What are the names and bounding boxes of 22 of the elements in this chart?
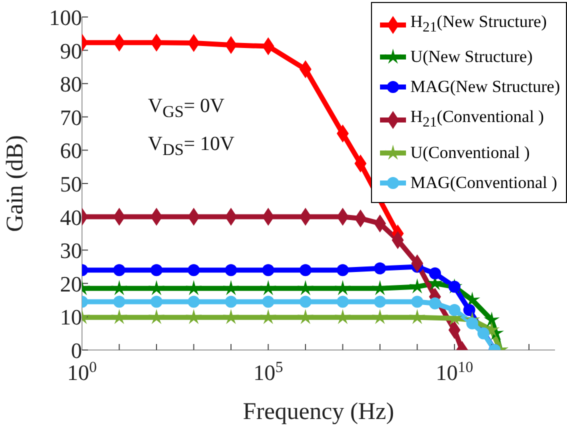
- y-tick-label: 60: [60, 138, 82, 164]
- legend-label: MAG(Conventional ): [410, 172, 558, 194]
- y-tick-label: 40: [60, 204, 82, 230]
- annotation: V$_{GS}$= 0V: [148, 95, 224, 122]
- x-tick-label: 10$^{10}$: [436, 358, 474, 385]
- y-tick-label: 50: [60, 172, 82, 196]
- annotation: V$_{DS}$= 10V: [148, 133, 234, 160]
- y-tick-label: 20: [60, 271, 82, 296]
- y-tick-label: 10: [60, 304, 82, 330]
- y-tick-label: 90: [60, 38, 82, 64]
- legend-label: U(New Structure): [410, 46, 533, 68]
- x-tick-label: 10$^{5}$: [253, 358, 284, 385]
- y-tick-label: 70: [60, 104, 82, 130]
- y-tick-label: 30: [60, 238, 82, 264]
- legend-label: H$_{21}$(New Structure): [410, 11, 547, 38]
- y-axis-title: Gain (dB): [2, 135, 29, 232]
- legend-label: H$_{21}$(Conventional ): [410, 106, 544, 133]
- legend-label: U(Conventional ): [410, 142, 530, 164]
- y-tick-label: 80: [60, 72, 82, 97]
- x-axis-title: Frequency (Hz): [242, 399, 394, 425]
- legend-label: MAG(New Structure): [410, 76, 560, 98]
- y-tick-label: 100: [49, 5, 82, 30]
